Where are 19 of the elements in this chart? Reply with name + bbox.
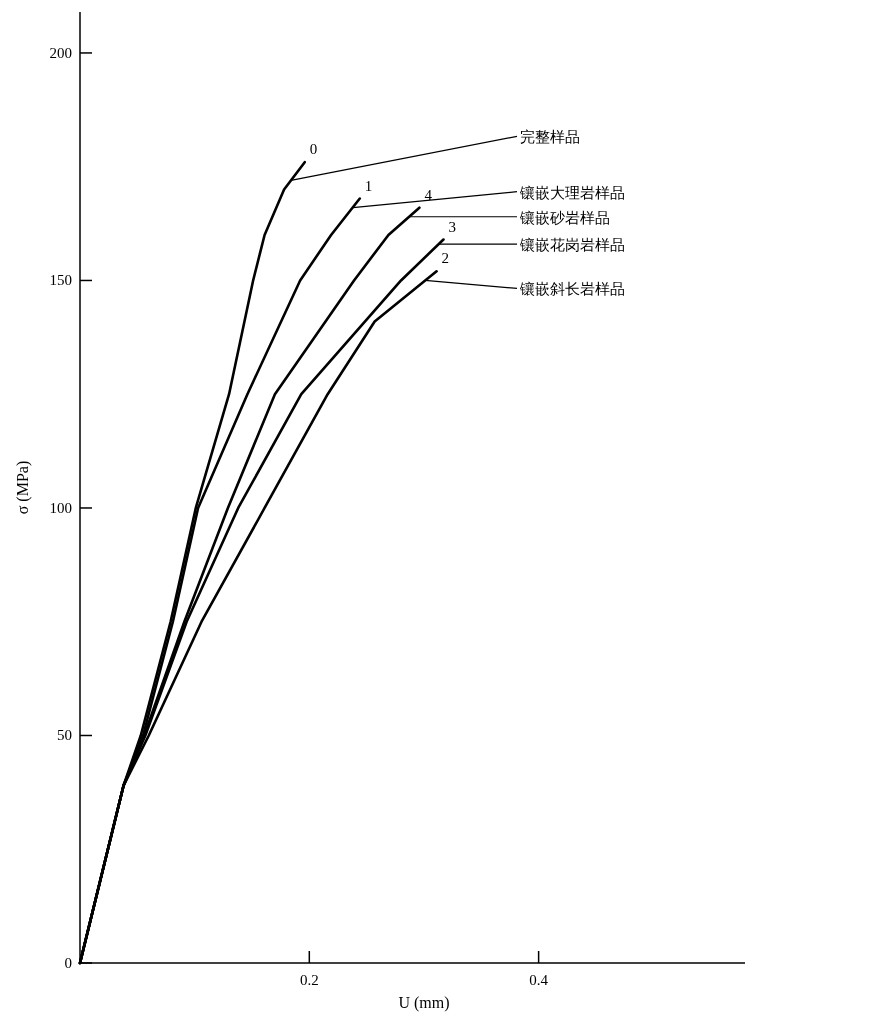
y-tick-label: 100 — [49, 499, 72, 516]
y-tick-label: 50 — [57, 727, 72, 744]
x-tick-label: 0.4 — [529, 972, 549, 988]
y-tick-label: 0 — [64, 955, 72, 971]
series-label: 2 — [441, 250, 450, 267]
y-tick-label: 200 — [49, 44, 72, 61]
y-axis-title: σ (MPa) — [14, 460, 32, 515]
annotation: 镶嵌斜长岩样品 — [519, 280, 625, 299]
series-label: 4 — [424, 186, 433, 203]
x-axis-title: U (mm) — [398, 994, 450, 1012]
annotation: 镶嵌花岗岩样品 — [519, 236, 625, 255]
y-tick-label: 150 — [49, 272, 72, 289]
annotation: 镶嵌大理岩样品 — [519, 183, 625, 202]
series-label: 0 — [309, 141, 318, 158]
series-label: 1 — [364, 177, 373, 194]
x-tick-label: 0.2 — [299, 972, 319, 988]
annotation: 完整样品 — [520, 128, 580, 147]
annotation: 镶嵌砂岩样品 — [519, 208, 610, 227]
series-label: 3 — [448, 218, 456, 235]
